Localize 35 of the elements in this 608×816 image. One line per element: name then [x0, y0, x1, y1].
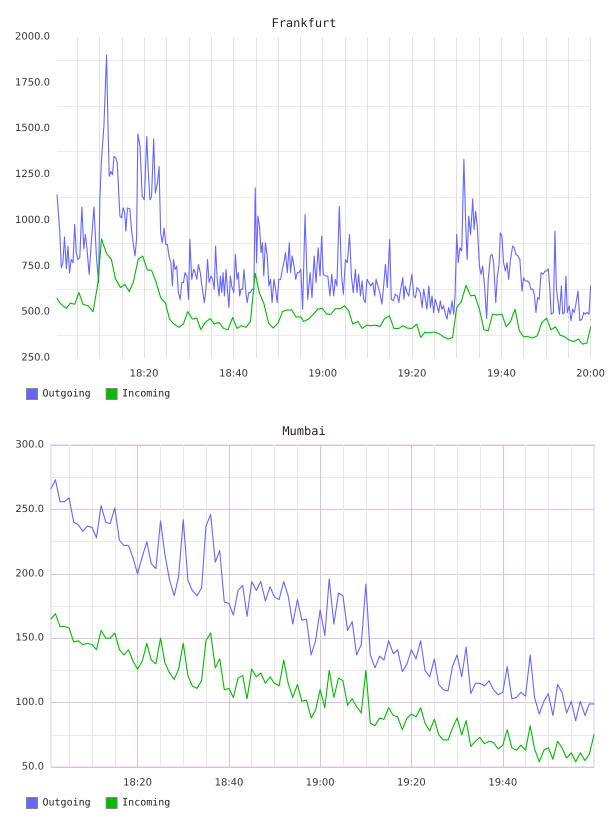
y-tick-label: 500.0 [21, 306, 50, 318]
x-tick-label: 20:00 [576, 368, 606, 380]
legend-label: Incoming [122, 388, 170, 400]
chart-title: Mumbai [282, 424, 326, 438]
x-tick-label: 19:00 [308, 368, 338, 380]
y-tick-label: 300.0 [15, 440, 44, 450]
x-tick-label: 19:40 [486, 368, 516, 380]
y-tick-label: 250.0 [21, 352, 50, 364]
legend-label: Outgoing [42, 798, 91, 808]
y-tick-label: 1750.0 [15, 77, 50, 88]
legend-label: Incoming [122, 798, 170, 808]
line-series [50, 613, 595, 762]
y-tick-label: 150.0 [15, 632, 44, 644]
x-tick-label: 18:20 [123, 778, 152, 788]
y-tick-label: 2000.0 [15, 32, 50, 42]
y-tick-label: 100.0 [15, 697, 44, 708]
y-tick-label: 200.0 [15, 568, 44, 580]
legend-label: Outgoing [42, 388, 91, 400]
y-tick-label: 1250.0 [15, 169, 50, 180]
x-tick-label: 19:00 [306, 778, 335, 788]
x-tick-label: 18:20 [130, 368, 158, 380]
line-series [50, 479, 595, 722]
x-tick-label: 19:40 [488, 778, 518, 788]
x-tick-label: 18:40 [214, 778, 244, 788]
line-series [56, 238, 592, 345]
y-tick-label: 1000.0 [15, 214, 50, 226]
x-tick-label: 18:40 [219, 368, 248, 380]
y-tick-label: 1500.0 [15, 123, 50, 134]
y-tick-label: 750.0 [21, 260, 50, 272]
y-tick-label: 50.0 [22, 762, 44, 772]
line-series [56, 54, 592, 322]
y-tick-label: 250.0 [15, 504, 44, 515]
chart-title: Frankfurt [271, 16, 337, 30]
x-tick-label: 19:20 [396, 778, 426, 788]
x-tick-label: 19:20 [398, 368, 426, 380]
